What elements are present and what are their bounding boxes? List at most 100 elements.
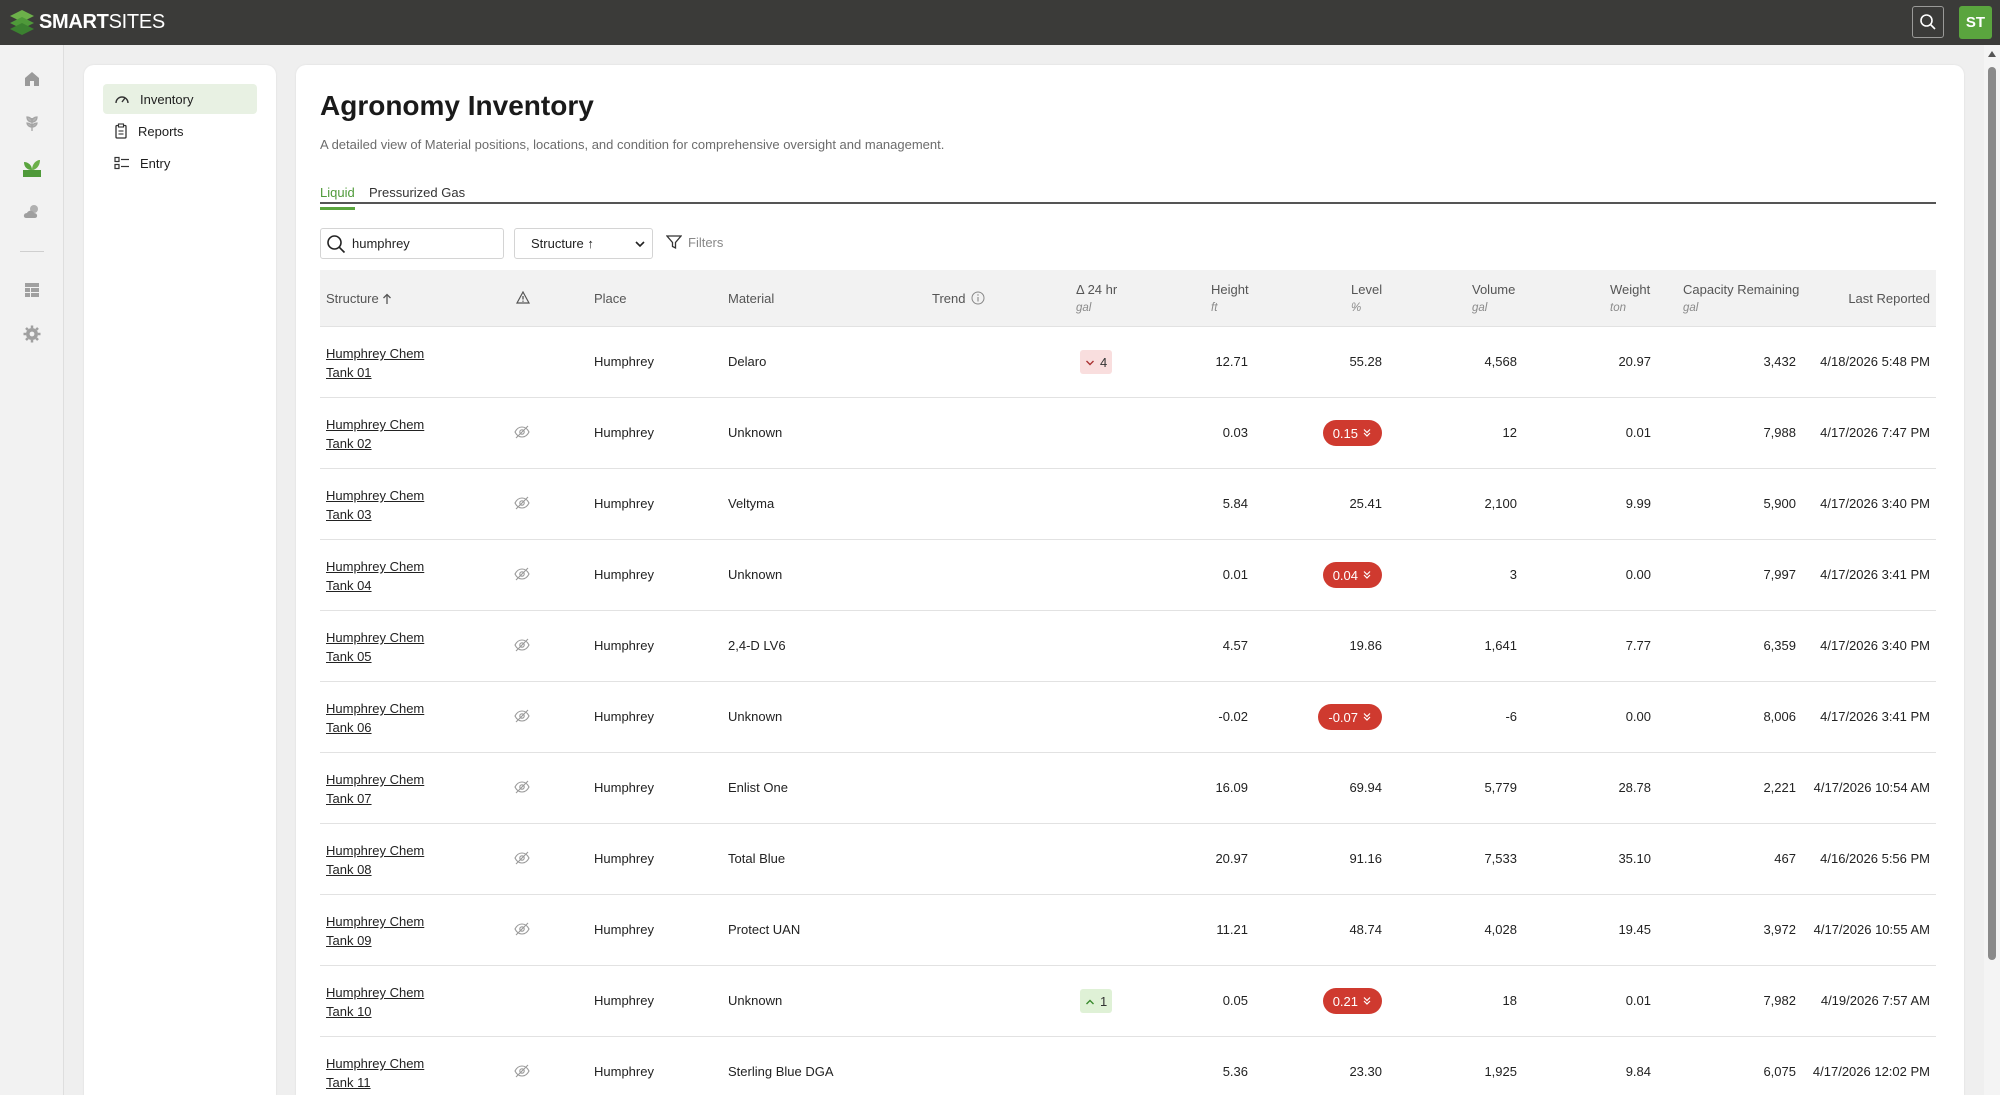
weather-icon[interactable]: [20, 200, 44, 224]
app-logo[interactable]: SMARTSITES: [9, 9, 165, 35]
filters-label: Filters: [688, 234, 724, 250]
page-scrollbar[interactable]: [1984, 45, 2000, 1095]
table-row[interactable]: Humphrey Chem Tank 06 Humphrey Unknown -0.02…: [320, 682, 1936, 753]
last-reported-cell: 4/17/2026 3:41 PM: [1820, 709, 1930, 724]
material-cell: Total Blue: [728, 851, 786, 866]
table-body: Humphrey Chem Tank 01 Humphrey Delaro 4 12.71…: [320, 327, 1936, 1095]
column-header-material[interactable]: Material: [728, 291, 775, 306]
scroll-up-arrow[interactable]: [1988, 51, 1996, 57]
structure-link[interactable]: Humphrey Chem Tank 11: [326, 1056, 425, 1090]
structure-link[interactable]: Humphrey Chem Tank 06: [326, 701, 425, 735]
column-header-alert[interactable]: [515, 290, 531, 307]
column-header-last-reported[interactable]: Last Reported: [1848, 291, 1930, 306]
column-header-trend[interactable]: Trend: [932, 291, 985, 306]
table-row[interactable]: Humphrey Chem Tank 05 Humphrey 2,4-D LV6 4.5…: [320, 611, 1936, 682]
eye-off-icon: [514, 496, 530, 513]
sort-dropdown[interactable]: Structure ↑: [514, 228, 653, 259]
structure-link[interactable]: Humphrey Chem Tank 07: [326, 772, 425, 806]
capacity-remaining-cell: 7,988: [1763, 425, 1796, 440]
scroll-thumb[interactable]: [1988, 67, 1996, 960]
structure-link[interactable]: Humphrey Chem Tank 05: [326, 630, 425, 664]
column-header-delta-24hr[interactable]: Δ 24 hr gal: [1076, 282, 1118, 314]
nav-item-entry[interactable]: Entry: [103, 148, 257, 178]
material-cell: Delaro: [728, 354, 767, 369]
filter-icon: [666, 235, 682, 250]
global-search-button[interactable]: [1912, 6, 1944, 38]
table-icon[interactable]: [20, 278, 44, 302]
weight-cell: 35.10: [1618, 851, 1651, 866]
delta-increase-badge: 1: [1080, 989, 1113, 1013]
crop-icon[interactable]: [20, 111, 44, 135]
table-row[interactable]: Humphrey Chem Tank 03 Humphrey Veltyma 5.84 2…: [320, 469, 1936, 540]
table-header: Structure Place Material Trend Δ 24 hr g…: [320, 270, 1936, 327]
column-header-capacity-remaining[interactable]: Capacity Remaining gal: [1683, 282, 1800, 314]
nav-item-reports[interactable]: Reports: [103, 116, 257, 146]
material-cell: Unknown: [728, 993, 783, 1008]
capacity-remaining-cell: 6,359: [1763, 638, 1796, 653]
double-chevron-down-icon: [1358, 426, 1372, 441]
nav-item-inventory[interactable]: Inventory: [103, 84, 257, 114]
table-row[interactable]: Humphrey Chem Tank 04 Humphrey Unknown 0.01 0…: [320, 540, 1936, 611]
last-reported-cell: 4/18/2026 5:48 PM: [1820, 354, 1930, 369]
volume-cell: 2,100: [1484, 496, 1517, 511]
structure-link[interactable]: Humphrey Chem Tank 03: [326, 488, 425, 522]
tab-pressurized-gas[interactable]: Pressurized Gas: [369, 185, 466, 200]
level-cell: 91.16: [1349, 851, 1382, 866]
table-row[interactable]: Humphrey Chem Tank 01 Humphrey Delaro 4 12.71…: [320, 327, 1936, 398]
last-reported-cell: 4/17/2026 10:55 AM: [1813, 922, 1930, 937]
weight-cell: 0.01: [1625, 993, 1651, 1008]
table-row[interactable]: Humphrey Chem Tank 10 Humphrey Unknown 1 0.05…: [320, 966, 1936, 1037]
capacity-remaining-cell: 467: [1774, 851, 1796, 866]
table-row[interactable]: Humphrey Chem Tank 09 Humphrey Protect UAN 1…: [320, 895, 1936, 966]
main-panel: Agronomy Inventory A detailed view of Ma…: [296, 65, 1964, 1095]
gauge-icon: [115, 96, 129, 104]
table-row[interactable]: Humphrey Chem Tank 08 Humphrey Total Blue 20…: [320, 824, 1936, 895]
height-cell: 5.84: [1222, 496, 1248, 511]
volume-cell: 3: [1509, 567, 1517, 582]
table-row[interactable]: Humphrey Chem Tank 11 Humphrey Sterling Blu…: [320, 1037, 1936, 1095]
weight-cell: 9.99: [1625, 496, 1651, 511]
column-header-place[interactable]: Place: [594, 291, 627, 306]
capacity-remaining-cell: 3,972: [1763, 922, 1796, 937]
structure-link[interactable]: Humphrey Chem Tank 09: [326, 914, 425, 948]
tab-liquid[interactable]: Liquid: [320, 185, 355, 210]
material-cell: Sterling Blue DGA: [728, 1064, 834, 1079]
volume-cell: 7,533: [1484, 851, 1517, 866]
volume-cell: -6: [1505, 709, 1517, 724]
structure-link[interactable]: Humphrey Chem Tank 04: [326, 559, 425, 593]
column-header-structure[interactable]: Structure: [326, 291, 392, 306]
height-cell: 0.05: [1222, 993, 1248, 1008]
structure-link[interactable]: Humphrey Chem Tank 08: [326, 843, 425, 877]
column-header-weight[interactable]: Weight ton: [1610, 282, 1651, 314]
structure-link[interactable]: Humphrey Chem Tank 01: [326, 346, 425, 380]
column-header-level[interactable]: Level %: [1351, 282, 1383, 314]
structure-link[interactable]: Humphrey Chem Tank 10: [326, 985, 425, 1019]
place-cell: Humphrey: [594, 638, 654, 653]
eye-off-icon: [514, 425, 530, 442]
capacity-remaining-cell: 8,006: [1763, 709, 1796, 724]
eye-off-icon: [514, 922, 530, 939]
settings-icon[interactable]: [20, 322, 44, 346]
level-cell: 69.94: [1349, 780, 1382, 795]
delta-decrease-badge: 4: [1080, 350, 1113, 374]
level-alert-badge: -0.07: [1318, 704, 1382, 730]
column-header-height[interactable]: Height ft: [1211, 282, 1249, 314]
agronomy-icon[interactable]: [20, 156, 44, 180]
last-reported-cell: 4/17/2026 3:40 PM: [1820, 496, 1930, 511]
structure-link[interactable]: Humphrey Chem Tank 02: [326, 417, 425, 451]
search-input-wrapper[interactable]: [320, 228, 504, 259]
user-avatar[interactable]: ST: [1959, 6, 1992, 39]
weight-cell: 20.97: [1618, 354, 1651, 369]
filters-button[interactable]: Filters: [666, 234, 723, 250]
home-icon[interactable]: [20, 67, 44, 91]
weight-cell: 0.00: [1625, 709, 1651, 724]
table-row[interactable]: Humphrey Chem Tank 07 Humphrey Enlist One 16…: [320, 753, 1936, 824]
volume-cell: 1,925: [1484, 1064, 1517, 1079]
table-row[interactable]: Humphrey Chem Tank 02 Humphrey Unknown 0.03 0…: [320, 398, 1936, 469]
weight-cell: 19.45: [1618, 922, 1651, 937]
height-cell: 12.71: [1215, 354, 1248, 369]
column-header-volume[interactable]: Volume gal: [1472, 282, 1516, 314]
last-reported-cell: 4/17/2026 3:41 PM: [1820, 567, 1930, 582]
double-chevron-down-icon: [1358, 710, 1372, 725]
search-input[interactable]: [352, 236, 492, 251]
